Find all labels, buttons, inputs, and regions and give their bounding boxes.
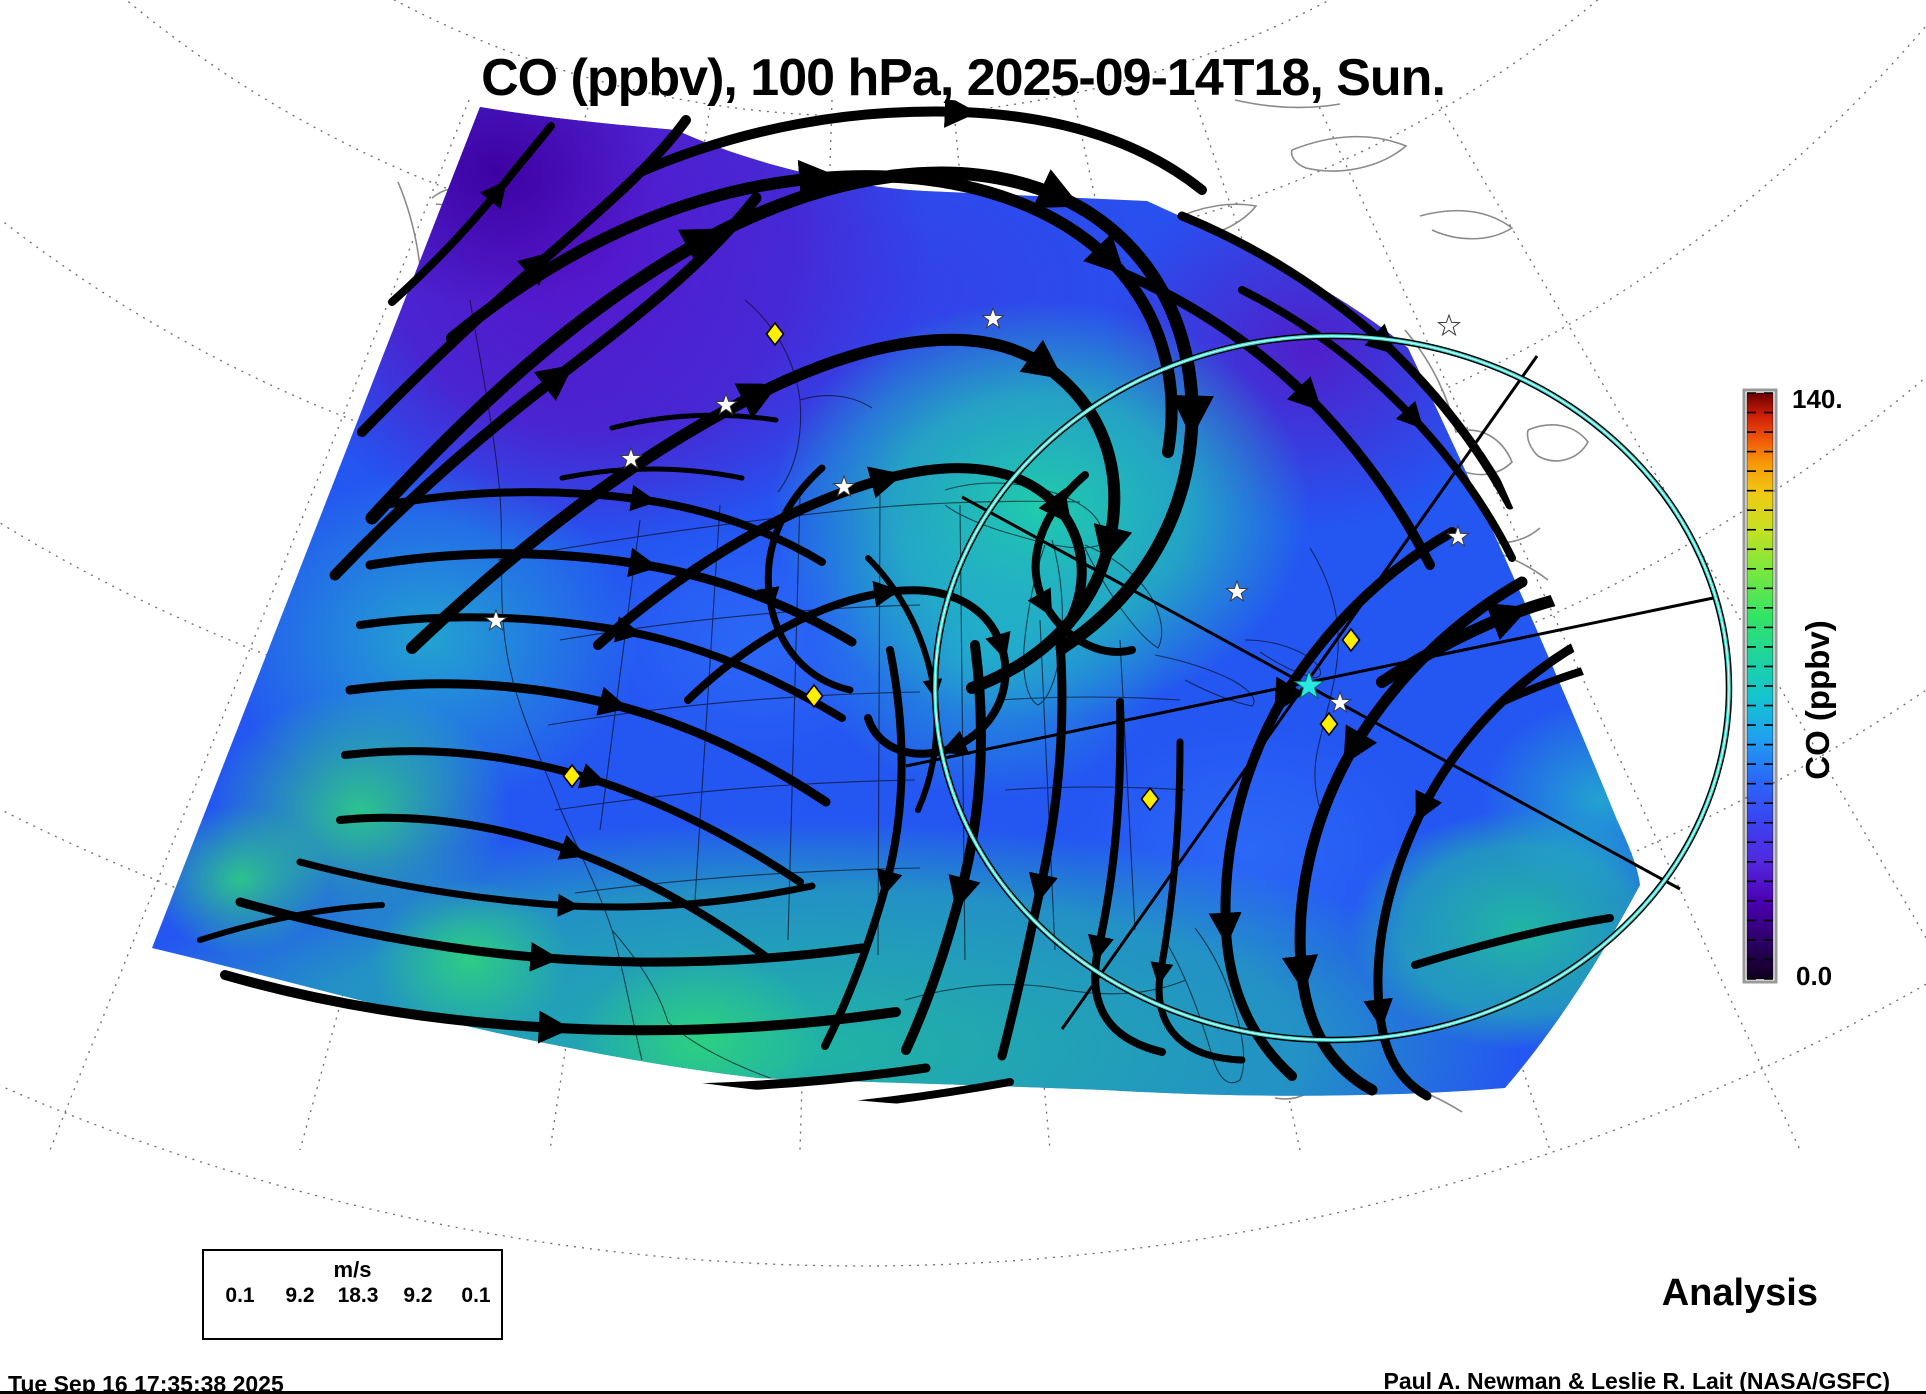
site-markers bbox=[484, 306, 1470, 812]
plot-title: CO (ppbv), 100 hPa, 2025-09-14T18, Sun. bbox=[481, 49, 1446, 107]
wind-speed-value: 18.3 bbox=[337, 1284, 379, 1307]
waypoint-diamond-marker bbox=[765, 321, 785, 347]
wind-speed-value: 0.1 bbox=[461, 1284, 491, 1307]
site-star-marker bbox=[1437, 313, 1461, 337]
wind-speed-value: 9.2 bbox=[285, 1284, 315, 1307]
credit-text: Paul A. Newman & Leslie R. Lait (NASA/GS… bbox=[1383, 1368, 1890, 1394]
waypoint-diamond-marker bbox=[562, 763, 582, 789]
site-star-marker bbox=[1446, 524, 1470, 548]
waypoint-diamond-marker bbox=[804, 683, 824, 709]
analysis-label: Analysis bbox=[1661, 1272, 1818, 1314]
colorbar-ticks bbox=[1747, 392, 1773, 980]
colorbar-min-label: 0.0 bbox=[1796, 961, 1833, 991]
site-star-marker bbox=[981, 306, 1005, 330]
center-star-marker bbox=[1293, 669, 1325, 700]
co-concentration-field bbox=[152, 107, 1640, 1096]
colorbar bbox=[1742, 388, 1778, 984]
site-star-marker bbox=[619, 446, 643, 470]
range-ring-circle bbox=[931, 332, 1733, 1044]
site-star-marker bbox=[1328, 690, 1352, 714]
site-star-marker bbox=[832, 474, 856, 498]
waypoint-diamond-marker bbox=[1140, 786, 1160, 812]
colorbar-axis-label: CO (ppbv) bbox=[1799, 620, 1836, 780]
wind-units-label: m/s bbox=[333, 1257, 372, 1282]
site-star-marker bbox=[714, 392, 738, 416]
waypoint-diamond-marker bbox=[1341, 627, 1361, 653]
colorbar-max-label: 140. bbox=[1792, 384, 1843, 414]
waypoint-diamond-marker bbox=[1319, 711, 1339, 737]
wind-speed-legend-box: m/s 0.1 9.2 18.3 9.2 0.1 bbox=[202, 1249, 503, 1340]
wind-speed-value: 9.2 bbox=[403, 1284, 433, 1307]
site-star-marker bbox=[1225, 579, 1249, 603]
generated-timestamp: Tue Sep 16 17:35:38 2025 bbox=[8, 1371, 284, 1394]
bottom-rule bbox=[0, 1391, 1926, 1394]
wind-speed-value: 0.1 bbox=[225, 1284, 255, 1307]
site-star-marker bbox=[484, 608, 508, 632]
